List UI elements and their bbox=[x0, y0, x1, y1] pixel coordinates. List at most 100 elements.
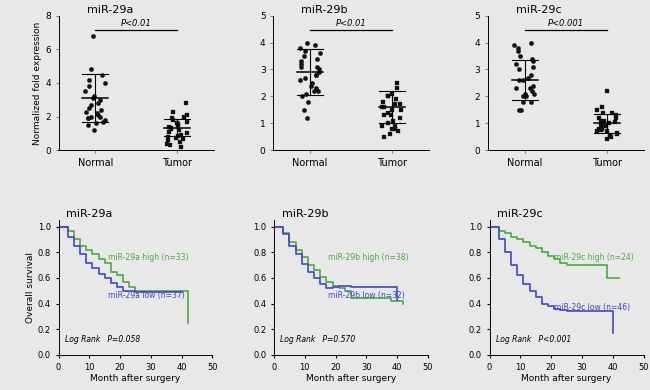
Point bbox=[523, 74, 533, 81]
Point bbox=[182, 119, 192, 125]
Point bbox=[92, 110, 103, 116]
Point bbox=[100, 80, 110, 86]
Text: miR-29b high (n=38): miR-29b high (n=38) bbox=[328, 254, 408, 262]
Point bbox=[378, 112, 389, 118]
Point bbox=[80, 88, 90, 94]
Point bbox=[179, 113, 189, 120]
Point bbox=[84, 76, 94, 83]
Point bbox=[314, 66, 324, 73]
Point bbox=[379, 134, 389, 140]
Point bbox=[95, 113, 105, 120]
Point bbox=[383, 93, 393, 99]
Point bbox=[389, 123, 400, 129]
Point bbox=[607, 110, 618, 116]
Point bbox=[176, 144, 186, 150]
Point bbox=[176, 132, 187, 138]
Point bbox=[528, 83, 538, 89]
Point bbox=[181, 130, 192, 136]
Point bbox=[611, 112, 621, 118]
Point bbox=[517, 93, 528, 99]
Point bbox=[174, 127, 185, 133]
Point bbox=[302, 99, 313, 105]
Point bbox=[514, 77, 525, 83]
Point bbox=[314, 69, 324, 75]
Point bbox=[181, 100, 191, 106]
Point bbox=[311, 72, 321, 78]
Point bbox=[514, 107, 524, 113]
Point bbox=[528, 90, 539, 97]
Point bbox=[527, 64, 538, 70]
Point bbox=[387, 90, 398, 97]
Point bbox=[163, 129, 174, 135]
Point bbox=[598, 110, 608, 116]
Point bbox=[606, 134, 616, 140]
Text: miR-29a low (n=37): miR-29a low (n=37) bbox=[108, 291, 185, 300]
Point bbox=[528, 58, 538, 64]
Point bbox=[597, 104, 608, 110]
Point bbox=[86, 113, 96, 120]
Point bbox=[387, 107, 397, 113]
Point bbox=[313, 88, 324, 94]
Point bbox=[513, 48, 523, 54]
Point bbox=[593, 126, 604, 132]
Point bbox=[166, 125, 176, 131]
Point bbox=[171, 135, 181, 142]
Point bbox=[88, 95, 98, 101]
Point bbox=[86, 102, 96, 108]
Text: miR-29b: miR-29b bbox=[281, 209, 328, 220]
Point bbox=[307, 80, 317, 86]
Y-axis label: Normalized fold expression: Normalized fold expression bbox=[33, 21, 42, 145]
Text: Log Rank   P=0.058: Log Rank P=0.058 bbox=[64, 335, 140, 344]
Point bbox=[387, 126, 397, 132]
Text: P<0.01: P<0.01 bbox=[335, 19, 367, 28]
Text: P<0.001: P<0.001 bbox=[548, 19, 584, 28]
Point bbox=[297, 93, 307, 99]
Point bbox=[92, 112, 103, 118]
Point bbox=[86, 66, 96, 73]
Point bbox=[383, 93, 393, 99]
Point bbox=[174, 139, 185, 145]
Point bbox=[96, 107, 107, 113]
Point bbox=[388, 117, 398, 124]
Point bbox=[296, 61, 307, 67]
Point bbox=[172, 120, 183, 126]
Text: miR-29c low (n=46): miR-29c low (n=46) bbox=[554, 303, 630, 312]
Text: miR-29c: miR-29c bbox=[497, 209, 543, 220]
Text: Log Rank   P=0.570: Log Rank P=0.570 bbox=[280, 335, 356, 344]
Point bbox=[311, 72, 322, 78]
Point bbox=[611, 115, 621, 121]
Point bbox=[510, 61, 521, 67]
Point bbox=[389, 126, 400, 132]
Point bbox=[300, 48, 311, 54]
Point bbox=[98, 119, 109, 125]
Point bbox=[164, 124, 174, 130]
Point bbox=[518, 77, 528, 83]
Point bbox=[83, 115, 93, 121]
Point bbox=[526, 39, 536, 46]
Point bbox=[515, 107, 526, 113]
Text: miR-29a high (n=33): miR-29a high (n=33) bbox=[108, 254, 188, 262]
Point bbox=[595, 120, 606, 126]
Point bbox=[302, 115, 312, 121]
Point bbox=[295, 45, 306, 51]
Point bbox=[168, 117, 179, 123]
Point bbox=[610, 119, 621, 125]
Point bbox=[392, 85, 402, 91]
Point bbox=[526, 55, 537, 62]
Point bbox=[601, 123, 612, 129]
Point bbox=[518, 99, 528, 105]
Point bbox=[83, 105, 94, 111]
Point bbox=[598, 123, 608, 129]
Text: miR-29a: miR-29a bbox=[86, 5, 133, 15]
Point bbox=[306, 83, 316, 89]
Point bbox=[602, 128, 612, 135]
Point bbox=[98, 71, 108, 78]
Point bbox=[298, 107, 309, 113]
Point bbox=[601, 88, 612, 94]
Point bbox=[393, 80, 403, 86]
Point bbox=[162, 134, 173, 140]
Point bbox=[601, 136, 612, 143]
Point bbox=[91, 120, 101, 126]
Point bbox=[525, 85, 536, 91]
Point bbox=[162, 140, 172, 147]
